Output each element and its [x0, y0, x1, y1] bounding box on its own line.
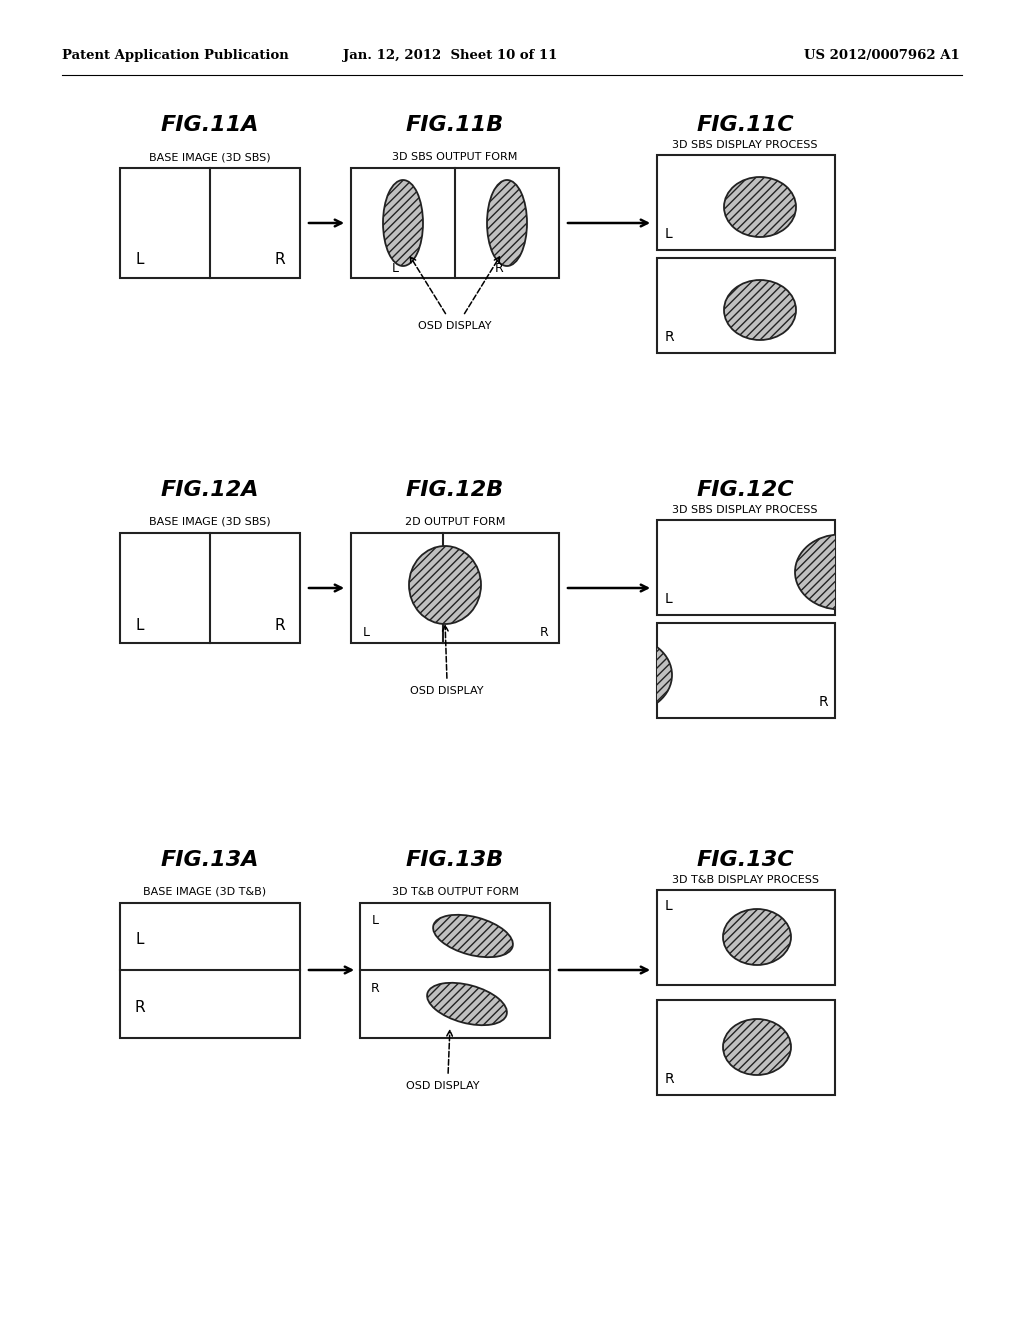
- Text: L: L: [136, 618, 144, 632]
- Ellipse shape: [383, 180, 423, 267]
- Text: L: L: [362, 627, 370, 639]
- Text: L: L: [666, 227, 673, 242]
- Text: R: R: [665, 330, 674, 345]
- Text: L: L: [136, 932, 144, 946]
- Text: 2D OUTPUT FORM: 2D OUTPUT FORM: [404, 517, 505, 527]
- Text: R: R: [665, 1072, 674, 1086]
- Ellipse shape: [723, 909, 791, 965]
- Text: FIG.13B: FIG.13B: [406, 850, 504, 870]
- Text: OSD DISPLAY: OSD DISPLAY: [411, 686, 483, 696]
- Text: OSD DISPLAY: OSD DISPLAY: [418, 321, 492, 331]
- Text: L: L: [372, 915, 379, 928]
- Text: 3D SBS OUTPUT FORM: 3D SBS OUTPUT FORM: [392, 152, 518, 162]
- Text: L: L: [136, 252, 144, 268]
- Text: R: R: [274, 252, 286, 268]
- Ellipse shape: [427, 983, 507, 1026]
- Bar: [657, 154, 835, 249]
- Text: FIG.13A: FIG.13A: [161, 850, 259, 870]
- Text: R: R: [135, 999, 145, 1015]
- Bar: [351, 168, 559, 279]
- Text: BASE IMAGE (3D SBS): BASE IMAGE (3D SBS): [150, 517, 270, 527]
- Text: Jan. 12, 2012  Sheet 10 of 11: Jan. 12, 2012 Sheet 10 of 11: [343, 49, 557, 62]
- Ellipse shape: [487, 180, 527, 267]
- Text: FIG.11A: FIG.11A: [161, 115, 259, 135]
- Text: R: R: [818, 696, 827, 709]
- Bar: [657, 623, 835, 718]
- Text: R: R: [540, 627, 549, 639]
- Text: 3D T&B DISPLAY PROCESS: 3D T&B DISPLAY PROCESS: [672, 875, 818, 884]
- Bar: [360, 903, 550, 1038]
- Ellipse shape: [409, 546, 481, 624]
- Text: 3D SBS DISPLAY PROCESS: 3D SBS DISPLAY PROCESS: [672, 140, 818, 150]
- Bar: [657, 257, 835, 352]
- Text: FIG.12B: FIG.12B: [406, 480, 504, 500]
- Bar: [657, 1001, 835, 1096]
- Text: 3D SBS DISPLAY PROCESS: 3D SBS DISPLAY PROCESS: [672, 506, 818, 515]
- Bar: [120, 168, 300, 279]
- Text: L: L: [391, 261, 398, 275]
- Text: R: R: [495, 261, 504, 275]
- Bar: [657, 520, 835, 615]
- Text: BASE IMAGE (3D T&B): BASE IMAGE (3D T&B): [143, 887, 266, 898]
- Text: FIG.12C: FIG.12C: [696, 480, 794, 500]
- Bar: [120, 533, 300, 643]
- Text: FIG.12A: FIG.12A: [161, 480, 259, 500]
- Bar: [120, 903, 300, 1038]
- Bar: [657, 520, 835, 615]
- Ellipse shape: [724, 177, 796, 238]
- Text: FIG.13C: FIG.13C: [696, 850, 794, 870]
- Text: FIG.11B: FIG.11B: [406, 115, 504, 135]
- Ellipse shape: [582, 638, 672, 713]
- Text: US 2012/0007962 A1: US 2012/0007962 A1: [804, 49, 961, 62]
- Bar: [657, 623, 835, 718]
- Text: L: L: [666, 899, 673, 913]
- Ellipse shape: [723, 1019, 791, 1074]
- Text: 3D T&B OUTPUT FORM: 3D T&B OUTPUT FORM: [391, 887, 518, 898]
- Text: R: R: [371, 982, 379, 994]
- Ellipse shape: [724, 280, 796, 341]
- Ellipse shape: [795, 535, 885, 610]
- Text: L: L: [666, 591, 673, 606]
- Text: FIG.11C: FIG.11C: [696, 115, 794, 135]
- Ellipse shape: [433, 915, 513, 957]
- Bar: [351, 533, 559, 643]
- Text: OSD DISPLAY: OSD DISPLAY: [407, 1081, 480, 1092]
- Bar: [657, 890, 835, 985]
- Text: R: R: [274, 618, 286, 632]
- Text: BASE IMAGE (3D SBS): BASE IMAGE (3D SBS): [150, 152, 270, 162]
- Text: Patent Application Publication: Patent Application Publication: [62, 49, 289, 62]
